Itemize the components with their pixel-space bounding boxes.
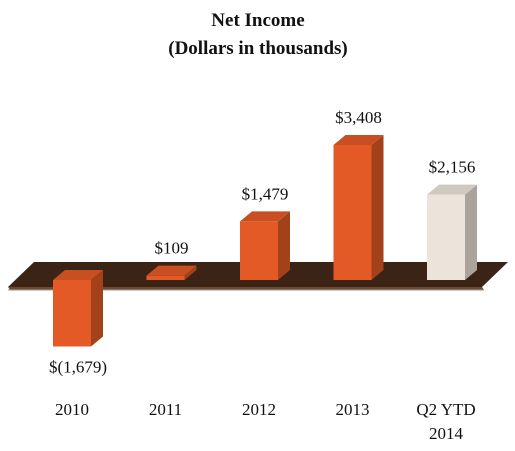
- bar-top: [333, 135, 384, 145]
- bar: [333, 145, 372, 280]
- x-tick-label: Q2 YTD 2014: [416, 400, 476, 443]
- chart-subtitle: (Dollars in thousands): [168, 38, 348, 59]
- value-label: $109: [155, 239, 189, 258]
- value-label: $(1,679): [49, 358, 107, 377]
- bar-top: [53, 270, 103, 280]
- x-tick-label: 2013: [335, 400, 370, 419]
- bar: [240, 221, 278, 280]
- bar: [146, 275, 185, 280]
- bar-top: [146, 265, 197, 276]
- bar-top: [427, 184, 477, 195]
- bar: [427, 194, 465, 280]
- value-label: $1,479: [242, 184, 289, 203]
- x-tick-label: 2011: [148, 400, 183, 419]
- value-label: $2,156: [429, 158, 476, 177]
- chart-title: Net Income: [211, 10, 304, 31]
- bar-side: [184, 265, 197, 280]
- bar-side: [91, 270, 103, 347]
- bar: [53, 280, 91, 347]
- x-tick-label: 2010: [55, 400, 89, 419]
- bar-top: [240, 211, 290, 222]
- x-tick-label: 2012: [242, 400, 276, 419]
- floor-edge: [8, 287, 484, 290]
- value-label: $3,408: [335, 108, 382, 127]
- bar-side: [278, 211, 290, 280]
- bar-side: [371, 135, 384, 280]
- bar-side: [465, 184, 477, 280]
